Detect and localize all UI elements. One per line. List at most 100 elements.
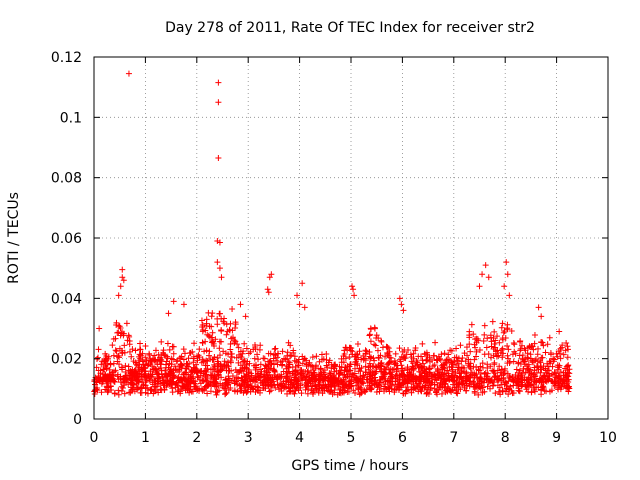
data-point: [349, 351, 356, 358]
data-point: [494, 347, 501, 354]
data-point: [500, 350, 507, 357]
data-point: [221, 315, 228, 322]
data-point: [531, 388, 538, 395]
data-point: [281, 382, 288, 389]
data-point: [342, 374, 349, 381]
data-point: [552, 379, 559, 386]
data-point: [422, 384, 429, 391]
data-point: [558, 383, 565, 390]
data-point: [278, 373, 285, 380]
data-point: [490, 334, 497, 341]
data-point: [396, 386, 403, 393]
data-point: [392, 375, 399, 382]
data-point: [226, 327, 233, 334]
data-point: [257, 377, 264, 384]
data-point: [377, 352, 384, 359]
data-point: [431, 381, 438, 388]
data-point: [384, 361, 391, 368]
data-point: [337, 385, 344, 392]
data-point: [181, 350, 188, 357]
data-point: [111, 378, 118, 385]
data-point: [112, 347, 119, 354]
data-point: [272, 345, 279, 352]
data-point: [527, 355, 534, 362]
data-point: [303, 357, 310, 364]
y-tick-label: 0.04: [51, 291, 82, 307]
data-point: [164, 340, 171, 347]
data-point: [202, 338, 209, 345]
data-point: [220, 384, 227, 391]
data-point: [530, 346, 537, 353]
data-point: [445, 370, 452, 377]
data-point: [373, 388, 380, 395]
data-point: [560, 351, 567, 358]
data-point: [229, 305, 236, 312]
data-point: [366, 373, 373, 380]
data-point: [515, 359, 522, 366]
data-point: [518, 377, 525, 384]
data-point: [201, 368, 208, 375]
data-point: [204, 362, 211, 369]
data-point: [334, 391, 341, 398]
data-point: [242, 313, 249, 320]
data-point: [564, 354, 571, 361]
x-tick-label: 4: [295, 430, 304, 446]
data-point: [132, 366, 139, 373]
data-point: [308, 383, 315, 390]
data-point: [546, 334, 553, 341]
data-point: [337, 370, 344, 377]
data-point: [557, 350, 564, 357]
data-point: [479, 271, 486, 278]
data-point: [412, 344, 419, 351]
data-point: [448, 363, 455, 370]
data-point: [287, 376, 294, 383]
data-point: [316, 358, 323, 365]
data-point: [201, 348, 208, 355]
data-point: [274, 375, 281, 382]
data-point: [285, 385, 292, 392]
data-point: [337, 390, 344, 397]
data-point: [244, 381, 251, 388]
data-point: [216, 352, 223, 359]
data-point: [354, 362, 361, 369]
data-point: [421, 375, 428, 382]
data-point: [297, 367, 304, 374]
data-point: [465, 360, 472, 367]
data-point: [133, 386, 140, 393]
data-point: [509, 351, 516, 358]
data-point: [128, 376, 135, 383]
data-point: [196, 354, 203, 361]
data-point: [347, 344, 354, 351]
data-point: [447, 347, 454, 354]
data-point: [95, 376, 102, 383]
data-point: [127, 389, 134, 396]
data-point: [513, 366, 520, 373]
data-point: [311, 376, 318, 383]
data-point: [453, 345, 460, 352]
data-point: [490, 382, 497, 389]
data-point: [286, 359, 293, 366]
data-point: [267, 374, 274, 381]
data-point: [216, 345, 223, 352]
data-point: [494, 376, 501, 383]
data-point: [453, 389, 460, 396]
data-point: [505, 378, 512, 385]
data-point: [254, 383, 261, 390]
data-point: [466, 341, 473, 348]
data-point: [274, 350, 281, 357]
data-point: [560, 377, 567, 384]
data-point: [540, 342, 547, 349]
data-point: [476, 283, 483, 290]
data-point: [462, 377, 469, 384]
data-point: [494, 333, 501, 340]
data-point: [459, 380, 466, 387]
data-point: [318, 375, 325, 382]
data-point: [373, 335, 380, 342]
data-point: [518, 342, 525, 349]
y-tick-label: 0: [73, 412, 82, 428]
data-point: [93, 364, 100, 371]
data-point: [414, 383, 421, 390]
x-tick-label: 0: [90, 430, 99, 446]
data-point: [423, 357, 430, 364]
data-point: [197, 372, 204, 379]
